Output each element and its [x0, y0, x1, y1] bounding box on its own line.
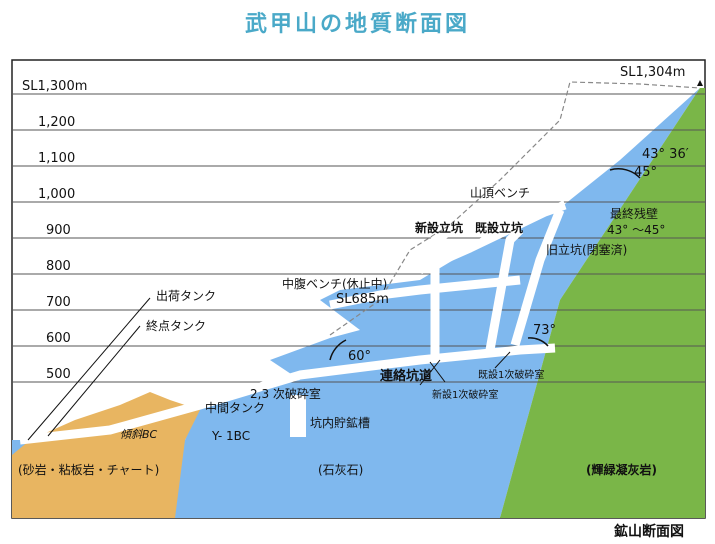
sandstone-region: [12, 392, 200, 518]
elevation-label: 600: [46, 331, 71, 346]
middle-tank-label: 中間タンク: [205, 400, 265, 415]
rock-sandstone-label: (砂岩・粘板岩・チャート): [18, 462, 159, 477]
y1bc-label: Y- 1BC: [211, 429, 250, 443]
leader-lines: [27, 297, 511, 441]
original-profile-line: [329, 81, 701, 336]
rock-limestone-label: (石灰石): [318, 463, 363, 477]
secondary-crusher-label: 2,3 次破砕室: [250, 386, 321, 401]
final-wall-angle-label: 43° 〜45°: [607, 223, 665, 237]
tunnel-system: [19, 200, 567, 445]
terminal-tank-label: 終点タンク: [146, 318, 206, 333]
rock-tuff-label: (輝緑凝灰岩): [586, 462, 657, 477]
elevation-label: 900: [46, 223, 71, 238]
peak-label: SL1,304m: [620, 65, 685, 80]
elevation-grid: [12, 93, 705, 383]
elevation-label: 500: [46, 367, 71, 382]
elevation-label: 1,100: [38, 151, 75, 166]
angle-label-45: 45°: [634, 165, 657, 180]
figure-caption: 鉱山断面図: [614, 523, 684, 540]
existing-shaft: [485, 226, 524, 351]
mid-bench-level-label: SL685m: [336, 292, 389, 307]
elevation-label: 800: [46, 259, 71, 274]
summit-bench-label: 山頂ベンチ: [470, 186, 530, 200]
old-shaft: [510, 208, 565, 347]
angle-label-73: 73°: [533, 323, 556, 338]
tuff-region: [500, 88, 705, 518]
new-crusher-label: 新設1次破砕室: [432, 388, 498, 401]
elevation-label: SL1,300m: [22, 79, 87, 94]
mid-bench-label: 中腹ベンチ(休止中): [282, 276, 387, 291]
peak-triangle-icon: [697, 80, 703, 86]
final-wall-label: 最終残壁: [610, 206, 658, 221]
existing-shaft-label: 既設立坑: [475, 220, 523, 235]
existing-crusher-label: 既設1次破砕室: [478, 368, 544, 381]
angle-arc-45: [609, 168, 641, 179]
elevation-label: 1,000: [38, 187, 75, 202]
mid-bench-path: [329, 275, 521, 310]
main-haulage-tunnel: [19, 343, 556, 445]
page-title: 武甲山の地質断面図: [244, 12, 470, 37]
elevation-label: 700: [46, 295, 71, 310]
elevation-label: 1,200: [38, 115, 75, 130]
ore-bin-shape: [290, 395, 306, 437]
angle-label-60: 60°: [348, 349, 371, 364]
connecting-tunnel-label: 連絡坑道: [380, 368, 432, 384]
incline-bc-label: 傾斜BC: [120, 428, 158, 441]
shipping-tank-label: 出荷タンク: [156, 289, 216, 303]
angle-label-top: 43° 36′: [642, 147, 689, 162]
new-shaft-label: 新設立坑: [415, 220, 463, 235]
angle-arc-73: [527, 337, 549, 347]
old-shaft-label: 旧立坑(閉塞済): [546, 242, 627, 257]
ore-bin-label: 坑内貯鉱槽: [310, 415, 370, 430]
upper-bench-path: [418, 200, 567, 275]
new-shaft: [430, 221, 463, 358]
angle-arc-60: [329, 339, 347, 361]
